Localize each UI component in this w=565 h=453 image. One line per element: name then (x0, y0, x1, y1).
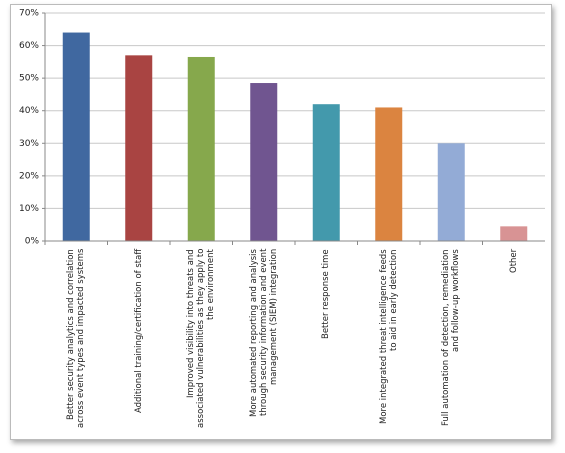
y-tick-label: 20% (19, 171, 39, 181)
x-tick-label: Full automation of detection, remediatio… (441, 249, 462, 426)
bar (250, 83, 278, 242)
bar (375, 107, 403, 241)
x-tick-label: Better response time (321, 249, 332, 339)
y-tick-label: 40% (19, 106, 39, 116)
x-tick-label: Other (508, 249, 519, 274)
x-tick-label: More integrated threat intelligence feed… (378, 249, 399, 424)
bar (500, 226, 528, 241)
x-tick-label: Better security analytics and correlatio… (66, 249, 87, 429)
bar (62, 32, 90, 241)
y-tick-label: 70% (19, 9, 39, 19)
bar (312, 104, 340, 241)
y-tick-label: 30% (19, 139, 39, 149)
x-tick-label: More automated reporting and analysis th… (248, 249, 279, 417)
y-tick-label: 0% (25, 237, 40, 247)
x-tick-label: Improved visibility into threats and ass… (186, 249, 217, 429)
y-tick-label: 60% (19, 41, 39, 51)
bar (437, 143, 465, 241)
y-tick-label: 10% (19, 204, 39, 214)
x-tick-label: Additional training/certification of sta… (133, 249, 144, 414)
y-tick-label: 50% (19, 74, 39, 84)
bar (125, 55, 153, 241)
bar (187, 56, 215, 241)
